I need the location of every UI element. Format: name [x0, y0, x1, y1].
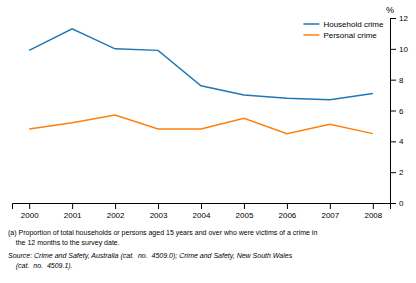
y-tick-mark — [390, 111, 396, 112]
x-tick-mark — [158, 203, 159, 209]
x-tick-mark — [115, 203, 116, 209]
x-tick-label: 2003 — [150, 211, 168, 220]
x-tick: 2006 — [279, 203, 297, 220]
legend-label: Household crime — [323, 20, 384, 29]
annotations: (a) Proportion of total households or pe… — [8, 229, 317, 270]
x-tick-mark — [287, 203, 288, 209]
x-axis-line — [13, 204, 391, 210]
series-line — [29, 115, 373, 134]
footnote: (a) Proportion of total households or pe… — [8, 229, 317, 237]
x-tick-mark — [244, 203, 245, 209]
y-tick: 4 — [390, 137, 404, 146]
x-tick-label: 2006 — [279, 211, 297, 220]
legend-swatch — [303, 23, 319, 25]
y-tick: 10 — [390, 45, 408, 54]
footnote: the 12 months to the survey date. — [8, 239, 120, 247]
y-tick: 8 — [390, 76, 404, 85]
y-tick-label: 2 — [399, 168, 404, 177]
y-tick-mark — [390, 80, 396, 81]
legend: Household crime Personal crime — [303, 20, 384, 40]
x-tick-mark — [330, 203, 331, 209]
y-tick-label: 10 — [399, 45, 408, 54]
chart: 2000 2001 2002 2003 2004 2005 2006 2007 2008 0 2 4 6… — [0, 0, 416, 283]
y-tick-label: 8 — [399, 76, 404, 85]
y-tick-mark — [390, 172, 396, 173]
y-tick-mark — [390, 18, 396, 19]
x-tick: 2000 — [21, 203, 39, 220]
y-axis-label: % — [386, 5, 394, 15]
x-tick-mark — [29, 203, 30, 209]
x-axis: 2000 2001 2002 2003 2004 2005 2006 2007 2008 — [13, 203, 391, 220]
x-tick-label: 2001 — [64, 211, 82, 220]
x-tick-mark — [201, 203, 202, 209]
x-tick: 2008 — [364, 203, 382, 220]
y-tick-label: 4 — [399, 137, 404, 146]
legend-item: Personal crime — [303, 31, 377, 40]
y-axis-line — [391, 19, 397, 204]
x-tick: 2005 — [236, 203, 254, 220]
x-tick-label: 2000 — [21, 211, 39, 220]
y-tick-label: 6 — [399, 107, 404, 116]
x-tick-mark — [72, 203, 73, 209]
x-tick-label: 2002 — [107, 211, 125, 220]
y-tick-label: 12 — [399, 14, 408, 23]
x-tick-label: 2004 — [193, 211, 211, 220]
y-tick-mark — [390, 141, 396, 142]
y-tick: 6 — [390, 107, 404, 116]
x-tick: 2007 — [321, 203, 339, 220]
x-tick: 2004 — [193, 203, 211, 220]
source-note: Source: Crime and Safety, Australia (cat… — [8, 252, 293, 260]
legend-label: Personal crime — [323, 31, 377, 40]
y-axis: 0 2 4 6 8 10 12 — [390, 14, 408, 208]
y-tick-mark — [390, 49, 396, 50]
x-tick: 2002 — [107, 203, 125, 220]
series-line — [29, 29, 373, 100]
x-tick-label: 2008 — [364, 211, 382, 220]
y-tick-mark — [390, 203, 396, 204]
legend-swatch — [303, 34, 319, 36]
plot-area — [29, 29, 373, 134]
y-tick: 2 — [390, 168, 404, 177]
y-tick: 0 — [390, 199, 404, 208]
x-tick-label: 2005 — [236, 211, 254, 220]
source-note: (cat. no. 4509.1). — [8, 262, 73, 270]
x-tick: 2003 — [150, 203, 168, 220]
x-tick-label: 2007 — [321, 211, 339, 220]
x-tick: 2001 — [64, 203, 82, 220]
y-tick: 12 — [390, 14, 408, 23]
x-tick-mark — [373, 203, 374, 209]
legend-item: Household crime — [303, 20, 384, 29]
y-tick-label: 0 — [399, 199, 404, 208]
